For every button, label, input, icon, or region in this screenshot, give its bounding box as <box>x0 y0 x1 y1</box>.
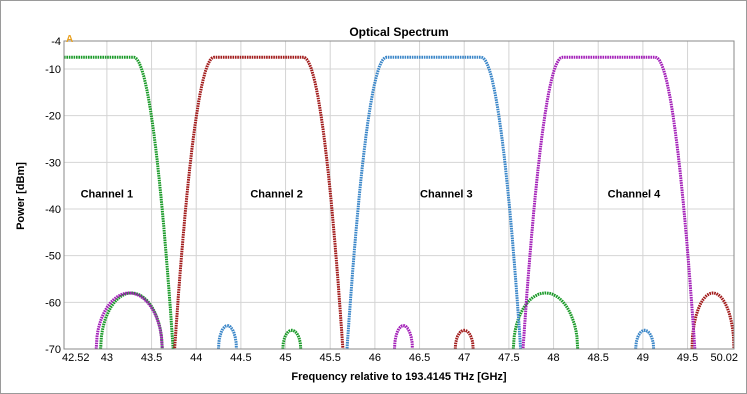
x-tick-label: 43 <box>101 352 113 364</box>
passband-curve <box>64 55 175 349</box>
side-lobe-curve <box>94 291 164 349</box>
side-lobe-curve <box>511 291 580 349</box>
x-tick-label: 48.5 <box>588 352 609 364</box>
y-tick-label: -20 <box>45 111 61 123</box>
series-trace <box>94 55 697 349</box>
side-lobe-curve <box>453 328 475 349</box>
side-lobe-curve <box>690 291 734 349</box>
y-tick-label: -70 <box>45 344 61 356</box>
x-tick-label: 46.5 <box>409 352 430 364</box>
side-lobe-curve <box>393 324 414 349</box>
x-tick-label: 46 <box>369 352 381 364</box>
y-tick-label: -60 <box>45 297 61 309</box>
tick-label-layer: 42.52 43 43.5 44 44.5 45 45.5 46 46.5 47 47.5 48 48.… <box>45 36 738 364</box>
x-tick-label: 43.5 <box>141 352 162 364</box>
channel-label: Channel 3 <box>420 188 473 200</box>
x-tick-label: 49 <box>637 352 649 364</box>
y-tick-label: -30 <box>45 157 61 169</box>
passband-curve <box>173 55 345 349</box>
side-lobe-curve <box>99 291 164 349</box>
side-lobe-curve <box>281 328 303 349</box>
annotation-layer: Channel 1 Channel 2 Channel 3 Channel 4 <box>81 188 662 200</box>
x-tick-label: 44.5 <box>230 352 251 364</box>
series-trace <box>217 55 656 349</box>
x-tick-label: 50.02 <box>710 352 738 364</box>
chart-title: Optical Spectrum <box>349 25 448 39</box>
x-axis-title: Frequency relative to 193.4145 THz [GHz] <box>291 371 507 383</box>
series-trace <box>173 55 734 349</box>
channel-label: Channel 1 <box>81 188 134 200</box>
y-axis-title: Power [dBm] <box>15 162 27 230</box>
x-tick-label: 49.5 <box>677 352 698 364</box>
channel-label: Channel 2 <box>250 188 303 200</box>
plot-area-border <box>63 40 735 350</box>
channel-label: Channel 4 <box>608 188 661 200</box>
x-tick-label: 47.5 <box>498 352 519 364</box>
series-trace <box>64 55 580 349</box>
x-tick-label: 42.52 <box>62 352 90 364</box>
x-tick-label: 44 <box>190 352 202 364</box>
y-tick-label: -4 <box>51 36 61 48</box>
x-tick-label: 48 <box>547 352 559 364</box>
x-tick-label: 45.5 <box>320 352 341 364</box>
side-lobe-curve <box>217 324 238 349</box>
series-layer <box>64 55 734 349</box>
y-tick-label: -10 <box>45 64 61 76</box>
x-tick-label: 47 <box>458 352 470 364</box>
y-tick-label: -40 <box>45 204 61 216</box>
x-tick-label: 45 <box>279 352 291 364</box>
y-tick-label: -50 <box>45 251 61 263</box>
passband-curve <box>345 55 523 349</box>
passband-curve <box>521 55 697 349</box>
marker-a-label: A <box>66 34 73 45</box>
side-lobe-curve <box>634 328 656 349</box>
